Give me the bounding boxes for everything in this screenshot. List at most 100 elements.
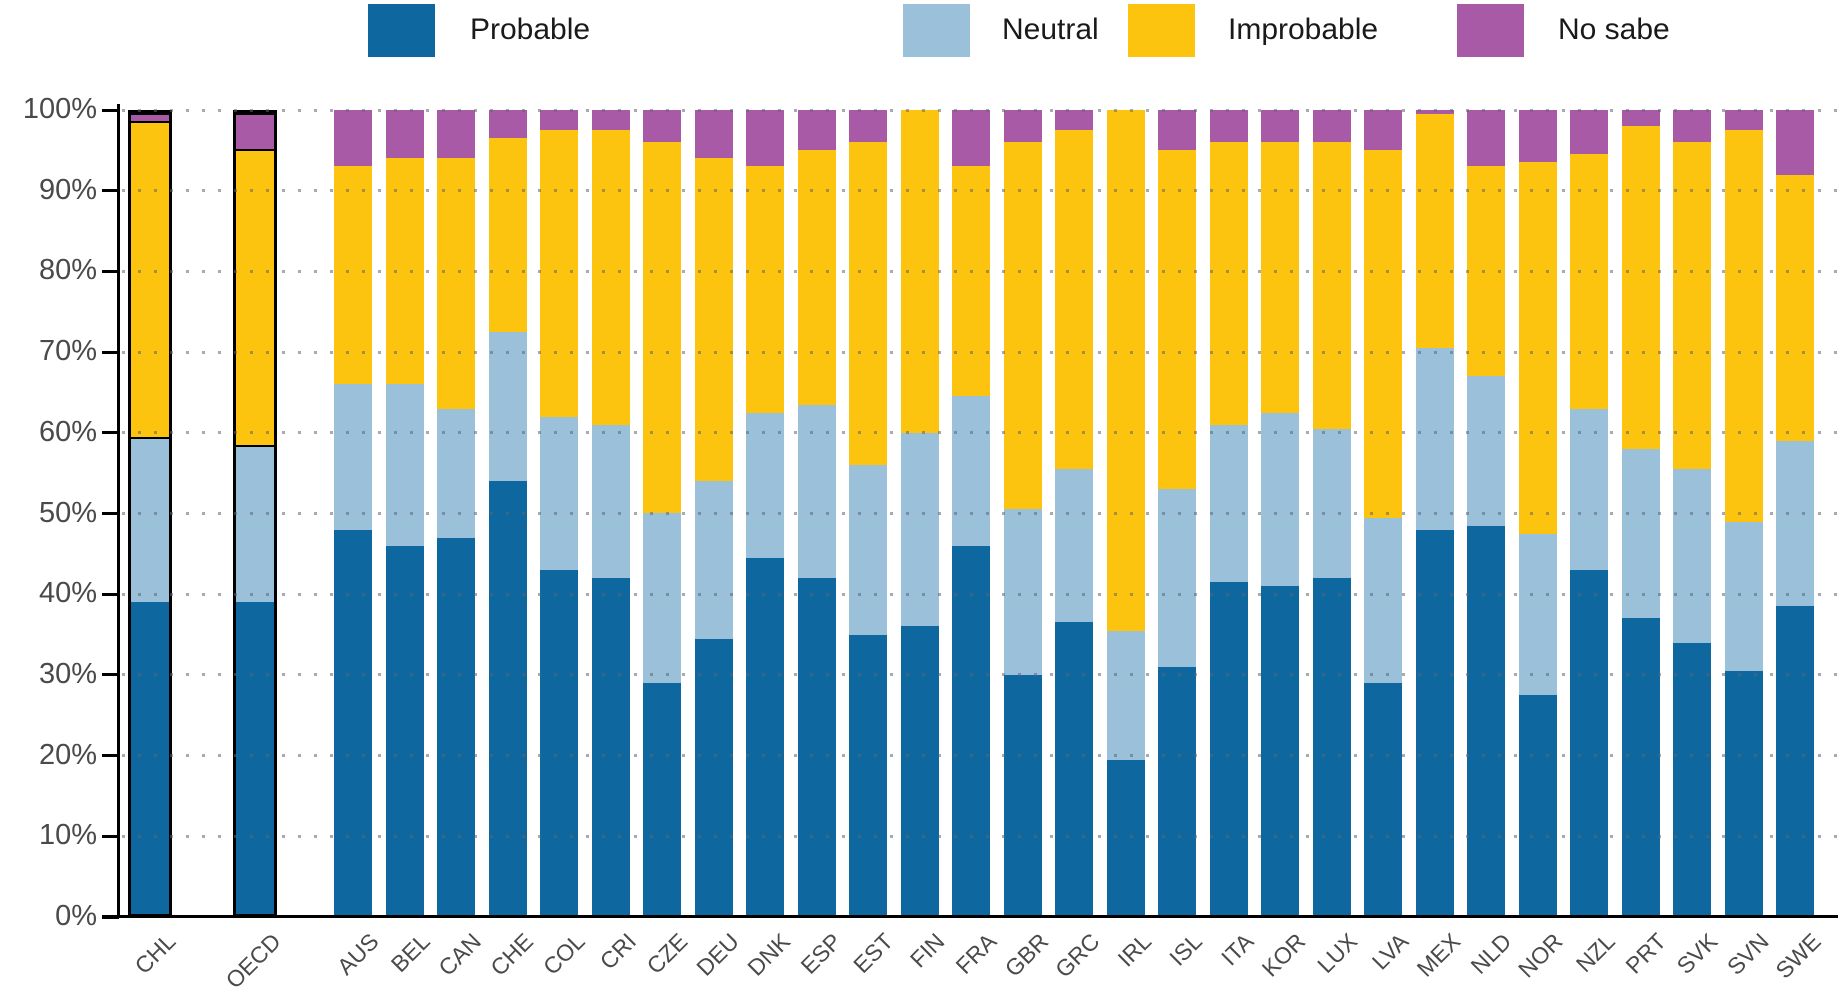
segment-no-sabe	[334, 110, 372, 167]
segment-improbable	[643, 142, 681, 514]
y-axis-tick-label: 40%	[38, 577, 97, 610]
legend-label: Probable	[470, 13, 591, 46]
y-axis-line	[117, 104, 120, 917]
segment-improbable	[1261, 142, 1299, 413]
segment-probable	[540, 569, 578, 917]
segment-improbable	[1312, 142, 1351, 429]
segment-improbable	[952, 166, 990, 397]
legend-swatch-improbable	[1128, 4, 1195, 57]
segment-no-sabe	[849, 110, 887, 143]
segment-neutral	[131, 437, 169, 602]
segment-improbable	[746, 166, 784, 413]
segment-no-sabe	[1415, 110, 1454, 115]
segment-no-sabe	[643, 110, 681, 143]
y-axis-tick-label: 100%	[22, 93, 97, 125]
bar-GRC	[1055, 110, 1093, 917]
segment-probable	[643, 682, 681, 917]
x-axis-label-NLD: NLD	[1465, 928, 1517, 979]
segment-neutral	[1467, 376, 1505, 526]
x-axis-label-SVN: SVN	[1722, 928, 1774, 980]
segment-improbable	[1003, 142, 1042, 510]
segment-improbable	[1673, 142, 1711, 470]
segment-no-sabe	[1724, 110, 1763, 131]
segment-neutral	[1312, 428, 1351, 579]
segment-neutral	[1158, 489, 1196, 667]
segment-probable	[849, 634, 887, 917]
x-axis-label-SVK: SVK	[1671, 928, 1723, 979]
segment-neutral	[1261, 412, 1299, 587]
segment-neutral	[849, 465, 887, 635]
legend-label: Improbable	[1228, 13, 1379, 46]
segment-neutral	[1415, 348, 1454, 530]
segment-neutral	[900, 432, 939, 627]
x-axis-label-CZE: CZE	[641, 928, 693, 979]
bar-SVN	[1724, 110, 1763, 917]
segment-neutral	[1003, 509, 1042, 675]
bar-IRL	[1106, 110, 1145, 917]
x-axis-label-AUS: AUS	[331, 928, 384, 980]
gridline-30	[122, 673, 1838, 677]
segment-no-sabe	[131, 113, 169, 121]
x-axis-label-SWE: SWE	[1769, 928, 1826, 984]
x-axis-label-GBR: GBR	[999, 928, 1053, 982]
segment-improbable	[131, 121, 169, 438]
segment-no-sabe	[1158, 110, 1196, 151]
segment-probable	[385, 545, 424, 917]
segment-improbable	[591, 130, 630, 425]
bar-CZE	[643, 110, 681, 917]
segment-probable	[1209, 582, 1248, 917]
segment-neutral	[334, 384, 372, 530]
x-axis-label-MEX: MEX	[1411, 928, 1465, 982]
gridline-70	[122, 350, 1838, 354]
segment-no-sabe	[1364, 110, 1402, 151]
segment-probable	[900, 626, 939, 917]
segment-probable	[591, 578, 630, 917]
x-axis-label-PRT: PRT	[1620, 928, 1671, 979]
segment-neutral	[694, 481, 733, 639]
y-axis-tick-label: 60%	[38, 415, 97, 448]
x-axis-label-FRA: FRA	[950, 928, 1002, 979]
segment-probable	[746, 557, 784, 917]
segment-probable	[1106, 759, 1145, 917]
segment-neutral	[1570, 408, 1608, 570]
x-axis-line	[102, 915, 1838, 918]
segment-neutral	[437, 408, 475, 538]
segment-no-sabe	[1673, 110, 1711, 143]
segment-no-sabe	[1467, 110, 1505, 167]
segment-probable	[1055, 622, 1093, 917]
segment-no-sabe	[1518, 110, 1557, 163]
bar-NZL	[1570, 110, 1608, 917]
gridline-20	[122, 754, 1838, 758]
gridline-60	[122, 431, 1838, 435]
segment-improbable	[488, 138, 527, 332]
x-axis-label-OECD: OECD	[220, 928, 286, 994]
segment-probable	[1364, 682, 1402, 917]
segment-no-sabe	[385, 110, 424, 159]
y-tick	[102, 592, 119, 596]
segment-no-sabe	[437, 110, 475, 159]
segment-probable	[1467, 525, 1505, 917]
bar-DEU	[694, 110, 733, 917]
bar-NOR	[1518, 110, 1557, 917]
segment-no-sabe	[1621, 110, 1660, 127]
segment-no-sabe	[1209, 110, 1248, 143]
segment-improbable	[1518, 162, 1557, 534]
segment-neutral	[1621, 448, 1660, 619]
segment-no-sabe	[236, 113, 274, 150]
y-tick	[102, 431, 119, 435]
segment-no-sabe	[746, 110, 784, 167]
bar-DNK	[746, 110, 784, 917]
segment-probable	[437, 537, 475, 917]
y-axis-tick-label: 80%	[38, 254, 97, 287]
y-tick	[102, 350, 119, 354]
x-axis-label-BEL: BEL	[385, 928, 435, 978]
segment-probable	[1776, 606, 1814, 917]
y-axis-tick-label: 90%	[38, 173, 97, 206]
x-axis-label-NOR: NOR	[1513, 928, 1568, 983]
x-axis-label-EST: EST	[848, 928, 899, 979]
segment-probable	[131, 601, 169, 914]
segment-neutral	[1106, 630, 1145, 760]
segment-improbable	[1621, 126, 1660, 449]
segment-improbable	[236, 149, 274, 446]
